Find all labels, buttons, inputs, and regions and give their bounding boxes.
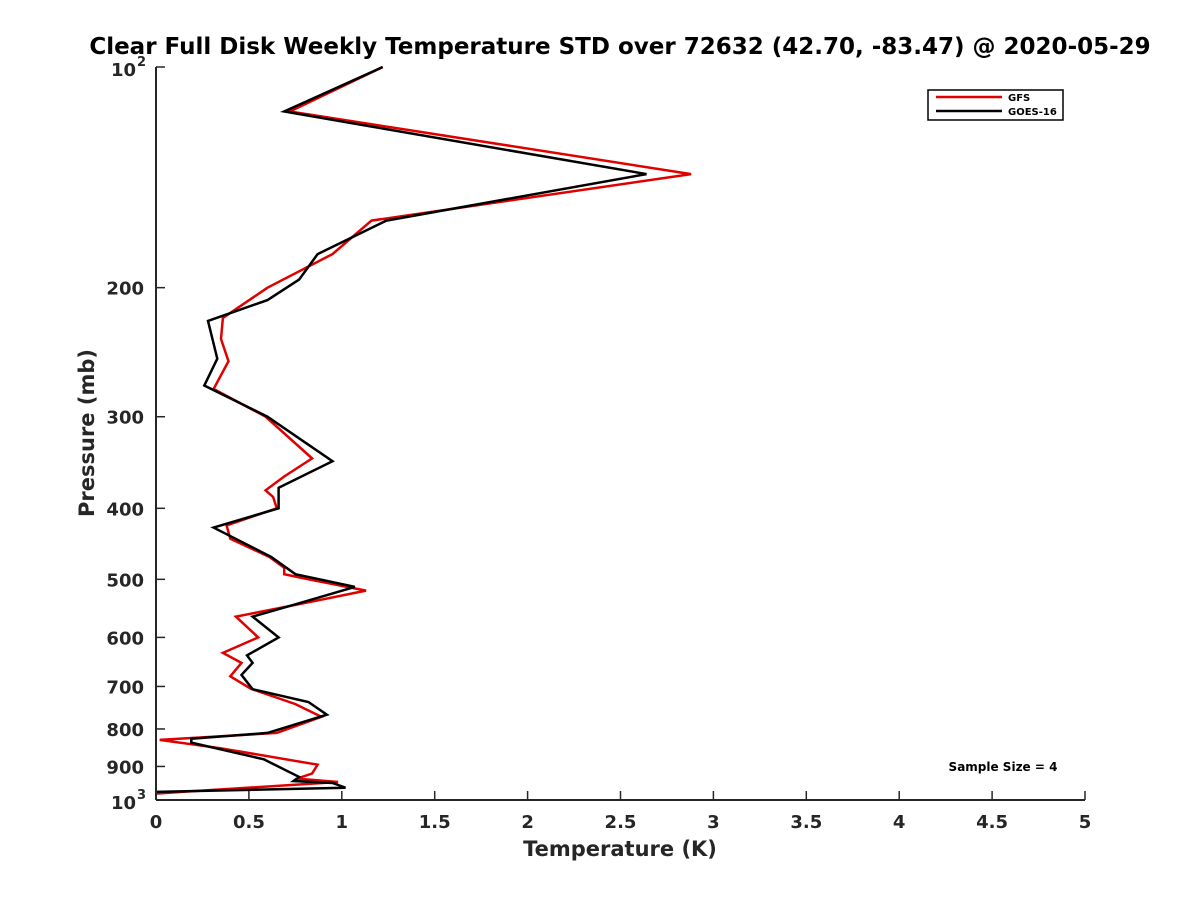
y-tick-label: 600 [106,628,144,649]
y-tick-label: 900 [106,757,144,778]
y-tick-label: 700 [106,677,144,698]
x-tick-label: 2.5 [605,812,637,833]
x-tick-label: 5 [1079,812,1092,833]
y-tick-label: 500 [106,570,144,591]
y-tick-label-exponent: 3 [137,788,146,803]
x-tick-label: 1 [336,812,349,833]
y-tick-label: 800 [106,720,144,741]
x-tick-label: 2 [521,812,534,833]
y-tick-label: 10 [111,60,136,81]
y-tick-label: 200 [106,279,144,300]
legend-label-gfs: GFS [1008,93,1030,104]
y-tick-label: 400 [106,499,144,520]
x-axis-ticks: 0 0.5 1 1.5 2 2.5 3 3.5 4 4.5 5 [150,791,1092,833]
x-axis-label: Temperature (K) [523,837,717,861]
x-tick-label: 3.5 [790,812,822,833]
series-line-gfs [155,65,692,795]
sample-size-annotation: Sample Size = 4 [949,760,1058,774]
y-axis-label: Pressure (mb) [75,349,99,517]
series-lines [155,65,692,795]
x-tick-label: 4 [893,812,906,833]
chart-title: Clear Full Disk Weekly Temperature STD o… [89,34,1150,60]
legend-label-goes16: GOES-16 [1008,107,1057,118]
x-tick-label: 3 [707,812,720,833]
series-line-goes16 [155,65,647,794]
y-tick-label-exponent: 2 [137,55,146,70]
y-tick-label: 10 [111,793,136,814]
legend-box [927,89,1064,121]
y-tick-label: 300 [106,408,144,429]
x-tick-label: 4.5 [976,812,1008,833]
legend: GFS GOES-16 [927,89,1064,121]
x-tick-label: 1.5 [419,812,451,833]
x-tick-label: 0.5 [233,812,265,833]
x-tick-label: 0 [150,812,163,833]
